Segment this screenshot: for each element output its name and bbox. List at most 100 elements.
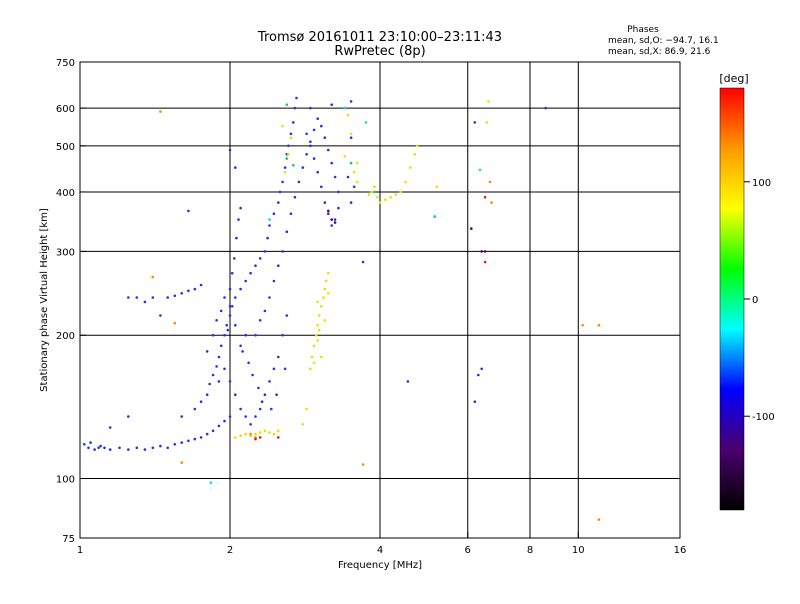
data-point <box>272 279 276 283</box>
data-point <box>320 305 323 308</box>
data-point <box>277 355 280 359</box>
x-tick-label: 10 <box>572 545 585 556</box>
data-point <box>211 333 215 337</box>
chart-subtitle: RwPretec (8p) <box>334 44 425 59</box>
data-point <box>349 136 353 139</box>
data-point <box>277 201 280 204</box>
data-points <box>83 96 601 521</box>
data-point <box>316 117 320 120</box>
data-point <box>323 201 327 204</box>
data-point <box>301 166 305 169</box>
y-axis: 75 100 200 300 400 500 600 750 <box>56 58 86 545</box>
data-point <box>254 333 257 337</box>
data-point <box>349 132 353 136</box>
data-point <box>159 444 162 448</box>
legend-box-title: Phases <box>627 25 659 35</box>
data-point <box>309 106 312 110</box>
data-point <box>320 355 323 359</box>
y-tick-label: 200 <box>56 331 75 342</box>
data-point <box>309 367 312 371</box>
data-point <box>544 106 547 110</box>
data-point <box>305 132 308 136</box>
data-point <box>295 96 298 100</box>
data-point <box>289 132 293 136</box>
data-point <box>263 393 267 397</box>
data-point <box>211 373 215 377</box>
data-point <box>285 103 289 106</box>
x-tick-label: 6 <box>465 545 471 556</box>
data-point <box>293 106 297 110</box>
data-point <box>173 321 177 325</box>
colorbar-ticks: 100 0 -100 <box>744 178 775 423</box>
data-point <box>209 481 213 485</box>
data-point <box>384 198 387 202</box>
data-point <box>317 328 321 332</box>
data-point <box>389 195 392 199</box>
data-point <box>483 250 487 253</box>
data-point <box>205 350 209 353</box>
data-point <box>277 436 280 439</box>
data-point <box>330 161 334 165</box>
data-point <box>473 121 477 124</box>
data-point <box>349 100 353 103</box>
data-point <box>487 100 490 103</box>
data-point <box>135 446 139 450</box>
data-point <box>327 271 330 275</box>
data-point <box>263 250 267 253</box>
data-point <box>581 323 584 327</box>
data-point <box>239 206 242 210</box>
data-point <box>244 333 247 337</box>
data-point <box>239 287 242 291</box>
data-point <box>89 441 92 444</box>
x-tick-label: 4 <box>377 545 383 556</box>
colorbar <box>719 87 745 511</box>
data-point <box>193 407 197 411</box>
data-point <box>488 180 492 184</box>
data-point <box>272 432 276 436</box>
data-point <box>173 443 177 446</box>
data-point <box>275 393 278 397</box>
data-point <box>327 212 330 215</box>
data-point <box>283 367 287 371</box>
data-point <box>159 110 162 113</box>
data-point <box>223 419 226 423</box>
data-point <box>346 175 350 179</box>
data-point <box>257 386 260 390</box>
data-point <box>244 415 247 418</box>
data-point <box>234 166 237 169</box>
data-point <box>241 350 244 353</box>
data-point <box>228 380 232 383</box>
data-point <box>247 361 250 365</box>
data-point <box>235 236 238 240</box>
data-point <box>217 424 221 428</box>
data-point <box>305 153 308 156</box>
data-point <box>159 314 162 317</box>
data-point <box>239 407 242 411</box>
data-point <box>272 367 276 371</box>
data-point <box>249 271 252 275</box>
y-tick-label: 750 <box>56 58 75 69</box>
data-point <box>223 296 226 299</box>
data-point <box>316 339 320 342</box>
data-point <box>597 518 601 521</box>
data-point <box>315 333 318 337</box>
colorbar-tick-label: -100 <box>752 412 775 423</box>
y-tick-label: 400 <box>56 188 75 199</box>
data-point <box>217 380 221 383</box>
x-axis: 1 2 4 6 8 10 16 <box>77 532 686 556</box>
data-point <box>208 382 211 386</box>
data-point <box>283 170 287 174</box>
data-point <box>320 185 323 189</box>
data-point <box>226 328 230 332</box>
data-point <box>404 180 407 184</box>
data-point <box>249 432 252 436</box>
data-point <box>260 400 264 404</box>
data-point <box>180 441 183 444</box>
data-point <box>244 432 247 436</box>
x-tick-label: 8 <box>527 545 533 556</box>
data-point <box>433 215 437 218</box>
data-point <box>93 448 96 451</box>
data-point <box>228 305 232 308</box>
